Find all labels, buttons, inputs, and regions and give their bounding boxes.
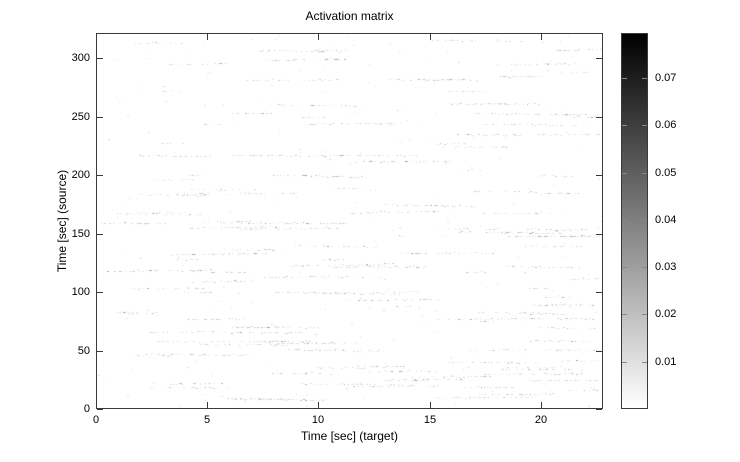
x-axis-label: Time [sec] (target): [301, 429, 398, 443]
colorbar-tick-label: 0.07: [655, 72, 677, 84]
x-tick-mark: [207, 402, 208, 408]
colorbar-tick-label: 0.03: [655, 261, 677, 273]
heatmap-canvas: [97, 34, 602, 408]
y-tick-mark: [97, 175, 103, 176]
x-tick-mark-top: [430, 34, 431, 40]
y-tick-mark-right: [596, 175, 602, 176]
y-tick-mark: [97, 234, 103, 235]
x-tick-mark-top: [318, 34, 319, 40]
colorbar-tick-mark-right: [642, 125, 647, 126]
y-tick-mark: [97, 351, 103, 352]
x-tick-label: 5: [203, 414, 211, 426]
colorbar-tick-label: 0.04: [655, 214, 677, 226]
colorbar-tick-mark-left: [622, 267, 627, 268]
colorbar-tick-mark-left: [622, 125, 627, 126]
x-tick-mark-top: [541, 34, 542, 40]
y-tick-mark: [97, 117, 103, 118]
y-tick-mark-right: [596, 351, 602, 352]
colorbar-tick-mark-right: [642, 173, 647, 174]
y-tick-label: 50: [77, 345, 90, 357]
colorbar-tick-mark-right: [642, 362, 647, 363]
colorbar-tick-mark-left: [622, 314, 627, 315]
y-tick-mark-right: [596, 292, 602, 293]
colorbar-tick-label: 0.02: [655, 308, 677, 320]
x-tick-mark: [430, 402, 431, 408]
x-tick-label: 10: [311, 414, 325, 426]
y-tick-label: 300: [71, 52, 90, 64]
x-tick-label: 20: [534, 414, 548, 426]
chart-title: Activation matrix: [305, 9, 394, 23]
y-tick-mark-right: [596, 117, 602, 118]
y-tick-mark: [97, 58, 103, 59]
colorbar-tick-mark-right: [642, 220, 647, 221]
colorbar-tick-mark-left: [622, 78, 627, 79]
y-tick-label: 250: [71, 111, 90, 123]
x-tick-mark: [541, 402, 542, 408]
colorbar-tick-label: 0.06: [655, 119, 677, 131]
colorbar-tick-label: 0.01: [655, 356, 677, 368]
x-tick-label: 0: [92, 414, 100, 426]
y-tick-label: 150: [71, 228, 90, 240]
colorbar-tick-mark-right: [642, 78, 647, 79]
y-tick-label: 0: [83, 403, 90, 415]
y-tick-mark-right: [596, 234, 602, 235]
colorbar-tick-label: 0.05: [655, 167, 677, 179]
y-tick-mark: [97, 292, 103, 293]
y-tick-mark-right: [596, 409, 602, 410]
x-tick-mark-top: [207, 34, 208, 40]
y-axis-label: Time [sec] (source): [55, 169, 69, 273]
x-tick-mark-top: [96, 34, 97, 40]
y-tick-mark: [97, 409, 103, 410]
x-tick-mark: [96, 402, 97, 408]
colorbar-tick-mark-left: [622, 173, 627, 174]
x-tick-label: 15: [423, 414, 437, 426]
plot-area: [96, 33, 603, 409]
colorbar-tick-mark-right: [642, 267, 647, 268]
y-tick-label: 100: [71, 286, 90, 298]
colorbar-tick-mark-left: [622, 220, 627, 221]
colorbar-tick-mark-left: [622, 362, 627, 363]
colorbar: [621, 33, 648, 409]
y-tick-mark-right: [596, 58, 602, 59]
colorbar-tick-mark-right: [642, 314, 647, 315]
x-tick-mark: [318, 402, 319, 408]
y-tick-label: 200: [71, 169, 90, 181]
